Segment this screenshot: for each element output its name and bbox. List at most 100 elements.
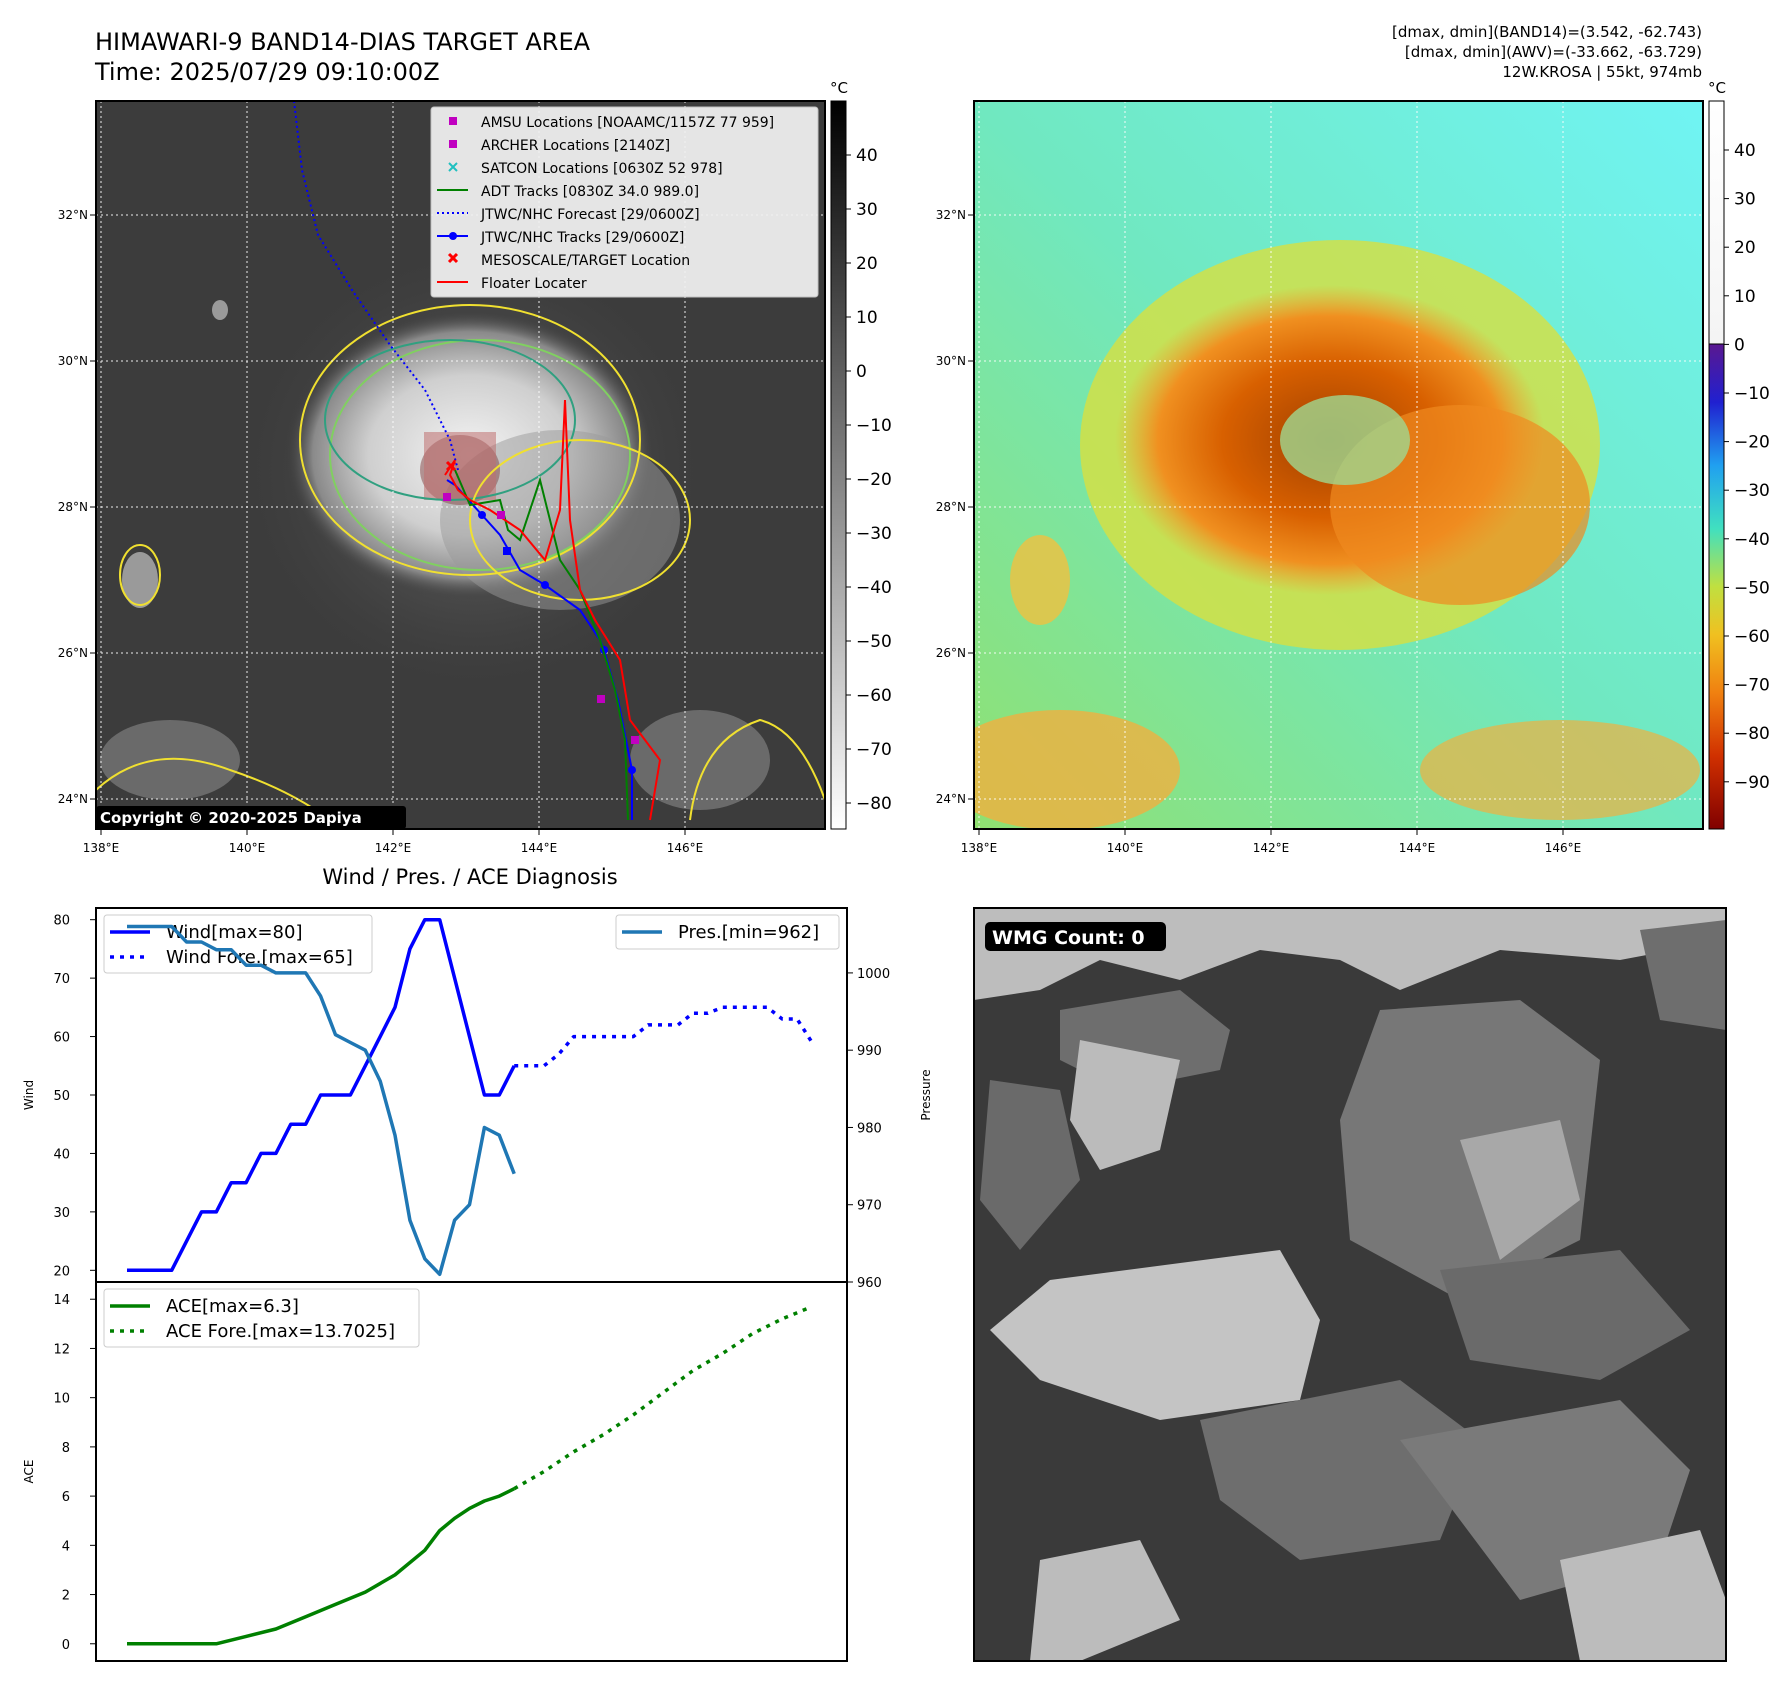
ir-cbar-tick-9: −50 [856,632,892,652]
lat-tick-1-0: 32°N [936,208,966,222]
ir-cbar-tick-6: −20 [856,470,892,490]
lat-tick-1-1: 30°N [936,354,966,368]
awv-cbar-tick-6: −20 [1734,433,1770,453]
legend-entry-0-1: Wind Fore.[max=65] [166,947,353,968]
ir-cbar-tick-11: −70 [856,740,892,760]
legend-adt: ADT Tracks [0830Z 34.0 989.0] [481,184,699,200]
ylabel-1: Pressure [919,1069,933,1120]
lat-tick-0-1: 30°N [58,354,88,368]
ir-cbar-tick-8: −40 [856,578,892,598]
ir-cbar-tick-3: 10 [856,308,878,328]
legend-box-2 [103,1288,420,1348]
diagnosis-title: Wind / Pres. / ACE Diagnosis [322,865,617,889]
lon-tick-0-3: 144°E [521,841,558,855]
lon-tick-1-3: 144°E [1399,841,1436,855]
legend-jtwc-forecast: JTWC/NHC Forecast [29/0600Z] [480,207,700,223]
awv-colorbar-warm [1708,100,1725,345]
ir-colorbar [830,100,847,830]
lon-tick-1-4: 146°E [1545,841,1582,855]
lat-tick-0-4: 24°N [58,792,88,806]
ytick-1-3: 990 [857,1044,882,1059]
ir-cbar-tick-2: 20 [856,254,878,274]
legend-box-1 [615,914,840,950]
ir-colorbar-unit: °C [830,79,848,97]
awv-range: [dmax, dmin](AWV)=(-33.662, -63.729) [1404,43,1702,61]
amsu-points [443,493,639,744]
legend-entry-1-0: Pres.[min=962] [678,922,819,943]
ytick-2-4: 8 [62,1441,70,1456]
wmg-count-label: WMG Count: 0 [992,927,1145,949]
legend-target: MESOSCALE/TARGET Location [481,253,690,269]
ir-cbar-tick-12: −80 [856,794,892,814]
lon-tick-0-1: 140°E [229,841,266,855]
map-axis-ticks: 138°E 140°E 142°E 144°E 146°E 32°N 30°N 28°N 26°… [58,208,1582,855]
ir-cbar-tick-1: 30 [856,200,878,220]
ir-cbar-tick-0: 40 [856,146,878,166]
lat-tick-1-3: 26°N [936,646,966,660]
lat-tick-1-4: 24°N [936,792,966,806]
ytick-0-4: 60 [53,1031,70,1046]
legend-entry-0-0: Wind[max=80] [166,922,303,943]
ir-cbar-tick-10: −60 [856,686,892,706]
lat-tick-0-2: 28°N [58,500,88,514]
lat-tick-1-2: 28°N [936,500,966,514]
lon-tick-1-0: 138°E [961,841,998,855]
legend-satcon: SATCON Locations [0630Z 52 978] [481,161,723,177]
lon-tick-0-2: 142°E [375,841,412,855]
awv-cbar-tick-5: −10 [1734,384,1770,404]
series-0-0 [127,917,516,1273]
ytick-2-5: 10 [53,1392,70,1407]
ir-cbar-tick-5: −10 [856,416,892,436]
legend-entry-2-1: ACE Fore.[max=13.7025] [166,1321,395,1342]
legend-archer: ARCHER Locations [2140Z] [481,138,670,154]
ytick-2-0: 0 [62,1638,70,1653]
ytick-0-1: 30 [53,1206,70,1221]
lon-tick-0-4: 146°E [667,841,704,855]
ytick-1-4: 1000 [857,967,890,982]
lat-tick-0-3: 26°N [58,646,88,660]
legend-entry-2-0: ACE[max=6.3] [166,1296,299,1317]
awv-colorbar-ticks: 40 30 20 10 0 −10 −20 −30 −40 −50 −60 −70 −80 −90 [1724,141,1770,793]
series-2-0 [127,1487,515,1646]
ytick-2-3: 6 [62,1490,70,1505]
ytick-1-2: 980 [857,1121,882,1136]
awv-cbar-tick-7: −30 [1734,481,1770,501]
awv-cbar-tick-0: 40 [1734,141,1756,161]
ytick-0-0: 20 [53,1264,70,1279]
ytick-2-1: 2 [62,1589,70,1604]
ylabel-0: Wind [22,1080,36,1110]
lon-tick-1-2: 142°E [1253,841,1290,855]
legend-floater: Floater Locater [481,276,587,292]
ir-colorbar-ticks: 40 30 20 10 0 −10 −20 −30 −40 −50 −60 −70 −80 [846,146,892,814]
figure-title: HIMAWARI-9 BAND14-DIAS TARGET AREA [95,28,591,56]
ytick-0-3: 50 [53,1089,70,1104]
ytick-1-1: 970 [857,1199,882,1214]
ytick-0-5: 70 [53,972,70,987]
ir-cbar-tick-4: 0 [856,362,867,382]
wmg-frame [973,907,1727,1662]
ytick-1-0: 960 [857,1276,882,1291]
ytick-0-2: 40 [53,1147,70,1162]
band14-range: [dmax, dmin](BAND14)=(3.542, -62.743) [1391,23,1702,41]
wmg-map: WMG Count: 0 [974,908,1726,1661]
figure-time: Time: 2025/07/29 09:10:00Z [95,58,440,86]
awv-cbar-tick-11: −70 [1734,676,1770,696]
adt-track [454,469,629,821]
ir-map-frame [95,100,826,830]
lon-tick-0-0: 138°E [83,841,120,855]
jtwc-forecast-track [293,101,459,471]
awv-cbar-tick-8: −40 [1734,530,1770,550]
ir-cbar-tick-7: −30 [856,524,892,544]
ytick-0-6: 80 [53,914,70,929]
series-1-0 [127,924,516,1277]
lon-tick-1-1: 140°E [1107,841,1144,855]
awv-cbar-tick-13: −90 [1734,773,1770,793]
legend-box-0 [103,914,373,974]
target-marker [445,460,457,472]
awv-cbar-tick-2: 20 [1734,238,1756,258]
ytick-2-7: 14 [53,1293,70,1308]
lat-tick-0-0: 32°N [58,208,88,222]
ir-legend: AMSU Locations [NOAAMC/1157Z 77 959] ARC… [430,106,819,298]
ytick-2-6: 12 [53,1342,70,1357]
